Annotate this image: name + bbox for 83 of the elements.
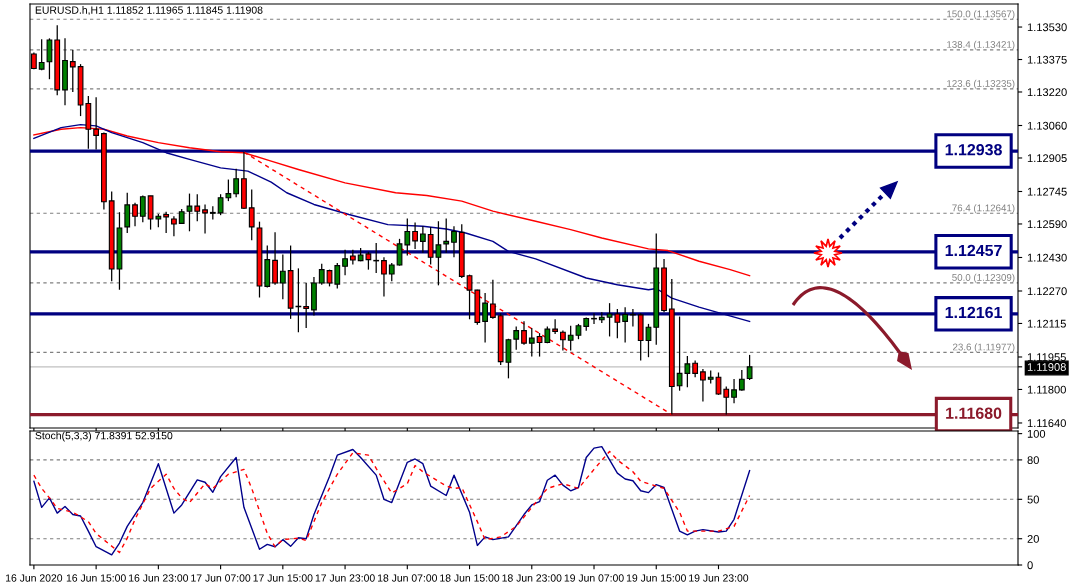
candlestick [381, 256, 387, 298]
candlestick [528, 327, 535, 358]
candlestick [69, 49, 76, 93]
candlestick [202, 203, 208, 235]
candlestick [630, 308, 636, 328]
candlestick [46, 37, 53, 80]
candlestick [139, 194, 146, 223]
ref-line-label: 76.4 (1.12641) [952, 204, 1015, 214]
x-tick-label: 18 Jun 23:00 [502, 574, 562, 582]
x-tick-label: 18 Jun 15:00 [440, 574, 500, 582]
x-tick-label: 16 Jun 23:00 [129, 574, 189, 582]
y-tick-label: 50 [1027, 495, 1039, 504]
ref-line-label: 50.0 (1.12309) [952, 273, 1015, 283]
x-tick-label: 16 Jun 2020 [6, 574, 63, 582]
y-tick-label: 100 [1027, 429, 1046, 438]
y-tick-label: 1.11908 [1027, 363, 1066, 371]
x-tick-label: 17 Jun 23:00 [315, 574, 375, 582]
candlestick [388, 262, 395, 282]
y-tick-label: 1.12270 [1027, 287, 1067, 296]
ref-line-label: 138.4 (1.13421) [947, 40, 1015, 50]
candlestick [334, 262, 341, 290]
candlestick [171, 215, 177, 237]
candlestick [303, 282, 310, 329]
x-tick-label: 17 Jun 07:00 [191, 574, 251, 582]
candlestick [738, 369, 745, 392]
x-tick-label: 19 Jun 07:00 [564, 574, 624, 582]
ref-line-label: 1.12161 [945, 306, 1002, 319]
y-tick-label: 1.12905 [1027, 154, 1067, 163]
candlestick [560, 329, 566, 352]
candlestick [38, 38, 45, 71]
y-tick-label: 1.11640 [1027, 419, 1066, 428]
ref-line-label: 1.12457 [945, 244, 1002, 257]
ref-line-label: 123.6 (1.13235) [947, 79, 1015, 89]
candlestick [746, 354, 753, 381]
candlestick [723, 385, 730, 416]
candlestick [443, 217, 450, 254]
candlestick [124, 192, 131, 234]
ref-line-label: 1.12938 [945, 144, 1002, 156]
y-tick-label: 1.11800 [1027, 385, 1066, 394]
y-tick-label: 1.12745 [1027, 187, 1067, 196]
candlestick [521, 320, 527, 346]
candlestick [318, 263, 325, 286]
candlestick [342, 249, 348, 276]
candlestick [412, 221, 418, 250]
x-tick-label: 18 Jun 07:00 [377, 574, 438, 582]
candlestick [419, 225, 426, 254]
candlestick [451, 225, 457, 258]
y-tick-label: 1.12430 [1027, 253, 1067, 262]
candlestick [482, 292, 488, 344]
y-tick-label: 1.13060 [1027, 121, 1067, 130]
candlestick [194, 193, 201, 222]
candlestick [489, 279, 496, 320]
candlestick [233, 168, 240, 198]
candlestick [248, 188, 255, 241]
candlestick [513, 325, 520, 351]
ref-line-label: 150.0 (1.13567) [947, 10, 1015, 20]
y-tick-label: 80 [1027, 456, 1039, 465]
x-tick-label: 17 Jun 15:00 [253, 574, 313, 582]
chart-title: EURUSD.h,H1 1.11852 1.11965 1.11845 1.11908 [35, 6, 263, 15]
candlestick [731, 378, 737, 404]
ref-line-label: 1.11680 [946, 407, 1002, 419]
y-tick-label: 1.11955 [1027, 353, 1066, 362]
y-tick-label: 1.13220 [1027, 88, 1067, 97]
candlestick [622, 306, 629, 344]
candlestick [552, 318, 559, 335]
x-tick-label: 19 Jun 23:00 [689, 574, 749, 582]
y-tick-label: 20 [1027, 534, 1039, 543]
x-tick-label: 19 Jun 15:00 [626, 574, 686, 582]
chart-title: Stoch(5,3,3) 71.8391 52.9150 [35, 431, 173, 442]
candlestick [349, 249, 356, 266]
y-tick-label: 1.13375 [1027, 55, 1067, 64]
candlestick [272, 231, 278, 286]
y-tick-label: 1.12115 [1027, 319, 1066, 328]
ref-line-label: 23.6 (1.11977) [953, 343, 1015, 353]
candlestick [279, 253, 286, 300]
candlestick [591, 312, 597, 325]
y-tick-label: 0 [1027, 561, 1033, 570]
candlestick [700, 368, 706, 403]
x-tick-label: 16 Jun 15:00 [66, 574, 126, 582]
candlestick [132, 202, 138, 227]
y-tick-label: 1.12590 [1027, 220, 1067, 229]
candlestick [163, 211, 170, 234]
y-tick-label: 1.13530 [1027, 23, 1067, 32]
